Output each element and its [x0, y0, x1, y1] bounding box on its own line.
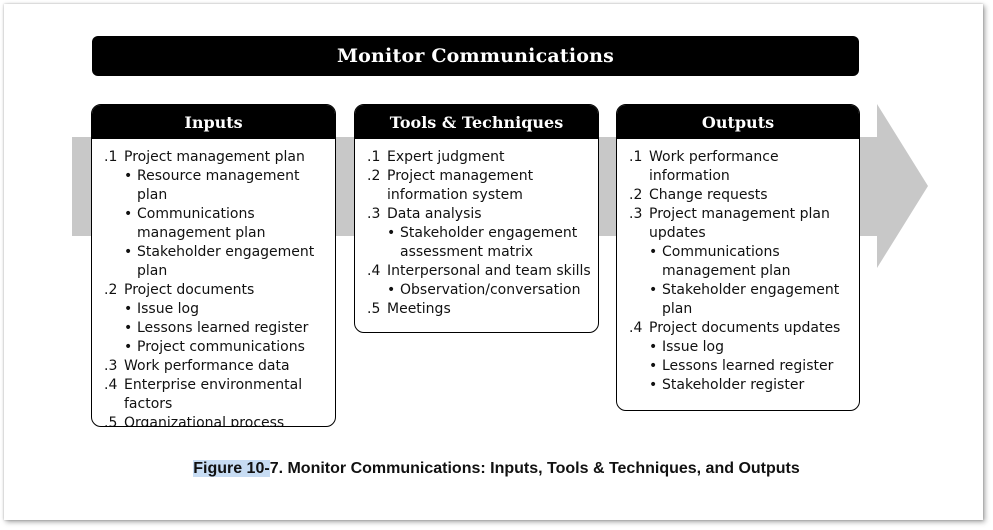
inputs-box: Inputs .1 Project management plan • Resourc…: [91, 104, 336, 427]
item-number: .2: [367, 168, 381, 184]
sub-item: • Communications management plan: [629, 243, 853, 281]
item-text: Work performance data: [124, 358, 290, 374]
sub-item: • Stakeholder engagement assessment matri…: [367, 224, 592, 262]
sub-item: • Resource management plan: [104, 167, 329, 205]
figure-caption: Figure 10-7. Monitor Communications: Inp…: [0, 460, 993, 478]
sub-item: • Stakeholder engagement plan: [629, 281, 853, 319]
sub-item: • Project communications: [104, 338, 329, 357]
sub-item: • Lessons learned register: [104, 319, 329, 338]
item-text: Enterprise environmental factors: [124, 377, 303, 412]
caption-highlight: Figure 10-: [193, 460, 270, 477]
outputs-header-text: Outputs: [701, 112, 775, 132]
list-item: .1 Expert judgment: [367, 148, 592, 167]
tools-list: .1 Expert judgment .2 Project management in…: [355, 139, 598, 323]
inputs-header: Inputs: [92, 105, 335, 139]
bullet-icon: •: [387, 282, 396, 298]
list-item: .3 Project management plan updates: [629, 205, 853, 243]
item-text: Project management plan: [124, 149, 305, 165]
process-title-text: Monitor Communications: [336, 45, 615, 67]
bullet-icon: •: [387, 225, 396, 241]
list-item: .5 Meetings: [367, 300, 592, 319]
item-text: Project documents updates: [649, 320, 841, 336]
list-item: .3 Work performance data: [104, 357, 329, 376]
item-number: .3: [629, 206, 643, 222]
list-item: .4 Interpersonal and team skills: [367, 262, 592, 281]
sub-item: • Issue log: [629, 338, 853, 357]
bullet-icon: •: [124, 168, 133, 184]
bullet-icon: •: [649, 282, 658, 298]
sub-item-text: Stakeholder engagement plan: [137, 244, 315, 279]
process-title: Monitor Communications: [92, 36, 859, 76]
sub-item: • Lessons learned register: [629, 357, 853, 376]
sub-item: • Stakeholder register: [629, 376, 853, 395]
item-number: .3: [367, 206, 381, 222]
caption-text: 7. Monitor Communications: Inputs, Tools…: [269, 460, 800, 477]
item-text: Project documents: [124, 282, 255, 298]
sub-item: • Observation/conversation: [367, 281, 592, 300]
list-item: .2 Change requests: [629, 186, 853, 205]
item-number: .3: [104, 358, 118, 374]
item-text: Project management information system: [387, 168, 534, 203]
item-number: .4: [104, 377, 118, 393]
item-text: Data analysis: [387, 206, 482, 222]
sub-item-text: Issue log: [137, 301, 199, 317]
item-text: Expert judgment: [387, 149, 505, 165]
item-number: .5: [104, 415, 118, 427]
sub-item-text: Issue log: [662, 339, 724, 355]
item-number: .2: [104, 282, 118, 298]
item-text: Work performance information: [649, 149, 779, 184]
outputs-header: Outputs: [617, 105, 859, 139]
list-item: .4 Enterprise environmental factors: [104, 376, 329, 414]
bullet-icon: •: [124, 320, 133, 336]
tools-box: Tools & Techniques .1 Expert judgment .2 Pr…: [354, 104, 599, 333]
outputs-box: Outputs .1 Work performance information .2…: [616, 104, 860, 411]
inputs-list: .1 Project management plan • Resource manag…: [92, 139, 335, 427]
sub-item-text: Lessons learned register: [662, 358, 834, 374]
item-number: .2: [629, 187, 643, 203]
list-item: .1 Project management plan: [104, 148, 329, 167]
sub-item-text: Lessons learned register: [137, 320, 309, 336]
item-number: .1: [629, 149, 643, 165]
item-number: .4: [367, 263, 381, 279]
tools-header: Tools & Techniques: [355, 105, 598, 139]
list-item: .4 Project documents updates: [629, 319, 853, 338]
sub-item: • Stakeholder engagement plan: [104, 243, 329, 281]
item-text: Interpersonal and team skills: [387, 263, 591, 279]
item-text: Project management plan updates: [649, 206, 830, 241]
sub-item-text: Stakeholder engagement assessment matrix: [400, 225, 578, 260]
item-number: .4: [629, 320, 643, 336]
bullet-icon: •: [124, 206, 133, 222]
sub-item-text: Communications management plan: [137, 206, 266, 241]
sub-item-text: Project communications: [137, 339, 305, 355]
bullet-icon: •: [649, 377, 658, 393]
bullet-icon: •: [649, 339, 658, 355]
sub-item-text: Stakeholder register: [662, 377, 805, 393]
item-number: .5: [367, 301, 381, 317]
sub-item: • Communications management plan: [104, 205, 329, 243]
bullet-icon: •: [649, 358, 658, 374]
list-item: .2 Project documents: [104, 281, 329, 300]
item-text: Organizational process assets: [124, 415, 285, 427]
item-number: .1: [367, 149, 381, 165]
item-text: Meetings: [387, 301, 451, 317]
list-item: .5 Organizational process assets: [104, 414, 329, 427]
outputs-list: .1 Work performance information .2 Change r…: [617, 139, 859, 399]
sub-item-text: Resource management plan: [137, 168, 300, 203]
bullet-icon: •: [124, 339, 133, 355]
sub-item-text: Stakeholder engagement plan: [662, 282, 840, 317]
sub-item: • Issue log: [104, 300, 329, 319]
list-item: .1 Work performance information: [629, 148, 853, 186]
bullet-icon: •: [124, 301, 133, 317]
list-item: .3 Data analysis: [367, 205, 592, 224]
inputs-header-text: Inputs: [184, 112, 243, 132]
item-text: Change requests: [649, 187, 768, 203]
item-number: .1: [104, 149, 118, 165]
sub-item-text: Observation/conversation: [400, 282, 581, 298]
bullet-icon: •: [124, 244, 133, 260]
tools-header-text: Tools & Techniques: [389, 112, 564, 132]
list-item: .2 Project management information system: [367, 167, 592, 205]
sub-item-text: Communications management plan: [662, 244, 791, 279]
bullet-icon: •: [649, 244, 658, 260]
